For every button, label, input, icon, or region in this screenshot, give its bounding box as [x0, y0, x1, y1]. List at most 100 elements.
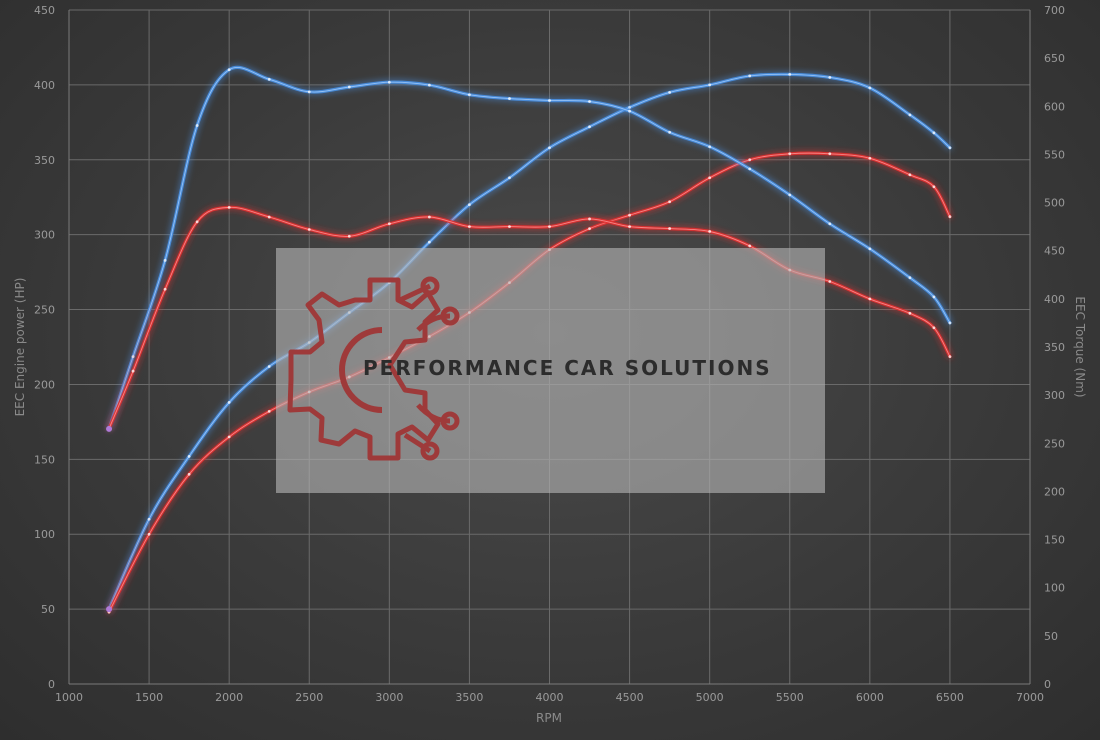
- y-tick-label: 250: [34, 304, 55, 317]
- data-point: [427, 215, 431, 219]
- data-point: [932, 131, 936, 135]
- data-point: [668, 130, 672, 134]
- data-point: [187, 454, 191, 458]
- x-axis-ticks: 1000 1500 2000 2500 3000 3500 4000 4500 5000 5500…: [55, 691, 1044, 704]
- y2-tick-label: 250: [1044, 437, 1065, 450]
- data-point: [948, 321, 952, 325]
- data-point: [588, 227, 591, 231]
- data-point: [908, 276, 912, 280]
- x-tick-label: 4000: [536, 691, 564, 704]
- y-axis-title: EEC Engine power (HP): [13, 278, 27, 417]
- y2-tick-label: 700: [1044, 4, 1065, 17]
- data-point: [548, 225, 551, 229]
- data-point: [227, 401, 231, 404]
- y-tick-label: 50: [41, 603, 55, 616]
- data-point: [628, 213, 631, 217]
- y2-tick-label: 0: [1044, 678, 1051, 691]
- x-tick-label: 5500: [776, 691, 804, 704]
- data-point: [708, 83, 712, 87]
- data-point: [468, 225, 471, 229]
- data-point: [147, 517, 151, 521]
- y2-tick-label: 350: [1044, 341, 1065, 354]
- data-point: [195, 124, 199, 127]
- x-tick-label: 4500: [616, 691, 644, 704]
- gear-circuit-logo-icon: [287, 276, 460, 461]
- y-tick-label: 350: [34, 154, 55, 167]
- x-tick-label: 2500: [295, 691, 323, 704]
- data-point: [227, 205, 231, 209]
- data-point: [708, 145, 712, 149]
- data-point: [548, 146, 551, 150]
- data-point: [387, 80, 391, 84]
- data-point: [508, 97, 511, 100]
- data-point: [347, 234, 351, 238]
- data-point: [427, 83, 431, 87]
- x-axis-title: RPM: [536, 711, 562, 725]
- y2-tick-label: 100: [1044, 582, 1065, 595]
- x-tick-label: 5000: [696, 691, 724, 704]
- data-point: [508, 225, 511, 229]
- x-tick-label: 3000: [375, 691, 403, 704]
- y2-tick-label: 650: [1044, 52, 1065, 65]
- data-point: [668, 200, 672, 204]
- data-point: [147, 532, 151, 536]
- data-point: [868, 86, 872, 90]
- series-4: [107, 205, 952, 431]
- y-tick-label: 100: [34, 528, 55, 541]
- series-layer: [106, 65, 952, 614]
- data-point: [868, 297, 872, 301]
- y2-tick-label: 600: [1044, 100, 1065, 113]
- data-point: [588, 100, 591, 103]
- data-point: [131, 355, 135, 359]
- data-point: [227, 68, 231, 72]
- y2-tick-label: 550: [1044, 148, 1065, 161]
- x-tick-label: 1500: [135, 691, 163, 704]
- data-point: [668, 90, 672, 94]
- y2-tick-label: 200: [1044, 485, 1065, 498]
- data-point: [588, 125, 591, 129]
- data-point: [908, 113, 912, 117]
- data-point: [868, 247, 872, 251]
- y-tick-label: 0: [48, 678, 55, 691]
- data-point: [468, 93, 471, 97]
- data-point: [868, 156, 872, 160]
- series-start-marker: [106, 606, 113, 613]
- y2-axis-ticks: 0 50 100 150 200 250 300 350 400 450 500 550 600 650 7…: [1044, 4, 1065, 691]
- data-point: [588, 217, 591, 221]
- data-point: [195, 220, 199, 224]
- data-point: [307, 228, 311, 231]
- data-point: [267, 410, 271, 413]
- data-point: [908, 311, 912, 315]
- data-point: [163, 258, 167, 262]
- x-tick-label: 7000: [1016, 691, 1044, 704]
- data-point: [227, 435, 231, 439]
- data-point: [307, 90, 311, 94]
- data-point: [788, 152, 792, 156]
- data-point: [932, 185, 936, 189]
- x-tick-label: 3500: [455, 691, 483, 704]
- y-tick-label: 200: [34, 378, 55, 391]
- data-point: [668, 227, 672, 230]
- data-point: [788, 193, 792, 197]
- data-point: [828, 280, 832, 283]
- watermark-text: PERFORMANCE CAR SOLUTIONS: [363, 356, 772, 380]
- data-point: [468, 203, 471, 207]
- y2-axis-title: EEC Torque (Nm): [1073, 296, 1087, 397]
- y2-tick-label: 150: [1044, 534, 1065, 547]
- data-point: [708, 176, 712, 180]
- y2-tick-label: 300: [1044, 389, 1065, 402]
- y2-tick-label: 50: [1044, 630, 1058, 643]
- data-point: [267, 77, 271, 81]
- series-line-core: [108, 73, 951, 610]
- data-point: [427, 240, 431, 244]
- data-point: [708, 230, 712, 233]
- data-point: [548, 99, 551, 102]
- data-point: [948, 355, 952, 359]
- data-point: [628, 105, 631, 109]
- data-point: [748, 74, 752, 78]
- x-tick-label: 6000: [856, 691, 884, 704]
- data-point: [948, 215, 952, 219]
- x-tick-label: 6500: [936, 691, 964, 704]
- data-point: [948, 146, 952, 150]
- series-3: [107, 65, 952, 431]
